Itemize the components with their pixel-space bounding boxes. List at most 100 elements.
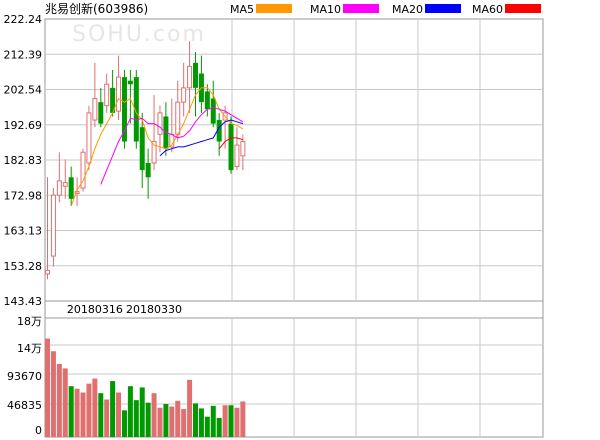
volume-bar-up (45, 338, 50, 437)
chart-title: 兆易创新(603986) (45, 1, 148, 16)
volume-bar-up (80, 392, 86, 437)
volume-bar-down (216, 417, 222, 437)
volume-bar-down (145, 402, 151, 437)
candle-body-down (204, 91, 210, 110)
legend-label-ma60: MA60 (472, 3, 503, 16)
volume-bar-up (116, 392, 122, 437)
legend-swatch-ma10 (343, 4, 379, 13)
price-tick-label: 192.69 (4, 119, 43, 132)
candle-body-down (228, 123, 234, 171)
ma-line-ma5 (70, 87, 244, 207)
ma-line-ma20 (159, 119, 244, 157)
volume-tick-label: 0 (35, 424, 42, 437)
candle-body-up (80, 151, 86, 189)
candle-body-up (104, 83, 110, 107)
watermark: SOHU.com (72, 22, 206, 47)
legend-swatch-ma60 (505, 4, 541, 13)
volume-bar-up (187, 379, 193, 437)
volume-bar-down (98, 393, 104, 437)
legend-label-ma10: MA10 (310, 3, 341, 16)
date-label: 20180330 (126, 303, 182, 316)
volume-tick-label: 18万 (17, 315, 42, 328)
volume-bar-up (234, 407, 240, 437)
candle-body-up (187, 65, 193, 89)
volume-bar-up (92, 378, 98, 437)
candle-body-down (139, 127, 145, 171)
volume-bar-down (210, 405, 216, 437)
date-label: 20180316 (67, 303, 123, 316)
volume-bar-up (181, 409, 187, 437)
candle-body-down (121, 77, 127, 142)
candles (45, 41, 246, 280)
volume-bar-down (110, 381, 116, 437)
volume-bar-up (56, 363, 62, 437)
volume-bar-down (121, 410, 127, 437)
candle-body-down (216, 120, 222, 142)
candle-body-down (210, 98, 216, 124)
volume-bar-up (50, 351, 56, 437)
volume-bar-down (163, 403, 169, 437)
candle-body-up (86, 112, 92, 164)
volume-bar-up (104, 399, 110, 437)
volume-bar-up (157, 407, 163, 437)
candle-body-up (175, 101, 181, 135)
candle-body-up (157, 112, 163, 135)
volume-bar-up (62, 368, 68, 437)
candle-body-down (127, 80, 133, 85)
candle-body-up (240, 141, 246, 157)
candle-body-up (181, 87, 187, 103)
volume-bar-down (133, 400, 139, 437)
ma-line-ma10 (100, 106, 244, 185)
volume-bar-down (139, 387, 145, 437)
volume-bar-down (193, 403, 198, 437)
price-tick-label: 172.98 (4, 189, 43, 202)
legend: MA5 MA10 MA20 MA60 (230, 3, 541, 16)
volume-bar-up (169, 406, 175, 437)
price-tick-label: 143.43 (4, 295, 43, 308)
candle-body-down (110, 87, 116, 113)
candle-body-up (151, 141, 157, 164)
price-tick-label: 212.39 (4, 48, 43, 61)
legend-swatch-ma20 (425, 4, 461, 13)
volume-axis: 18万 14万 93670 46835 0 (7, 315, 42, 437)
moving-average-lines (70, 87, 244, 207)
volume-bar-down (228, 405, 234, 437)
legend-label-ma20: MA20 (392, 3, 423, 16)
volume-bars (45, 338, 246, 437)
volume-bar-up (222, 405, 228, 437)
candle-body-up (56, 180, 62, 196)
candle-body-down (68, 177, 74, 199)
volume-tick-label: 14万 (17, 342, 42, 355)
date-axis: 20180316 20180330 (67, 303, 182, 316)
volume-bar-up (74, 388, 80, 437)
price-tick-label: 202.54 (4, 84, 43, 97)
volume-bar-down (198, 408, 204, 437)
candle-body-down (98, 102, 104, 124)
volume-tick-label: 46835 (7, 399, 42, 412)
candle-body-up (92, 98, 98, 121)
volume-tick-label: 93670 (7, 370, 42, 383)
candle-body-down (145, 162, 151, 178)
price-tick-label: 222.24 (4, 13, 43, 26)
ma-line-ma60 (218, 137, 244, 150)
volume-bar-up (240, 401, 246, 437)
volume-bar-down (68, 386, 74, 437)
volume-bar-up (86, 383, 92, 437)
candle-body-up (234, 144, 240, 168)
volume-bar-up (175, 400, 181, 437)
price-tick-label: 153.28 (4, 260, 43, 273)
price-axis: 222.24 212.39 202.54 192.69 182.83 172.98 163.… (4, 13, 43, 308)
candle-body-up (74, 191, 80, 194)
volume-bar-down (127, 386, 133, 437)
candle-body-down (193, 62, 198, 88)
volume-bar-down (204, 416, 210, 437)
candle-body-up (62, 182, 68, 187)
legend-label-ma5: MA5 (230, 3, 254, 16)
price-tick-label: 182.83 (4, 154, 43, 167)
candle-body-down (133, 77, 139, 142)
volume-bar-up (151, 393, 157, 437)
candle-body-up (50, 194, 56, 257)
candle-body-up (45, 269, 50, 275)
legend-swatch-ma5 (256, 4, 292, 13)
